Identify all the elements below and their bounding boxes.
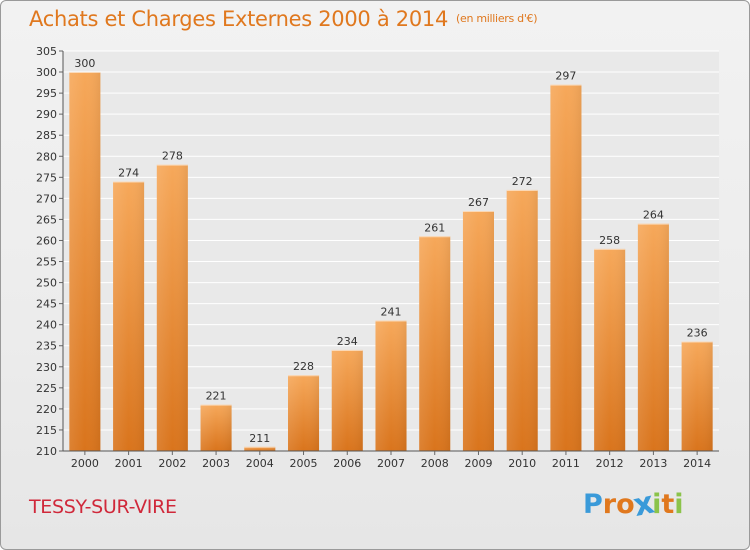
y-tick-label: 210	[36, 445, 57, 458]
bar-sheen	[156, 164, 188, 451]
x-tick-label: 2000	[71, 457, 99, 470]
x-axis: 2000 2001 2002 2003 2004 2005 2006 2007 2008 2009…	[63, 450, 719, 470]
bar-sheen	[594, 248, 626, 451]
y-tick-label: 290	[36, 108, 57, 121]
bar-sheen	[331, 349, 363, 451]
y-tick-label: 240	[36, 319, 57, 332]
chart-title: Achats et Charges Externes 2000 à 2014 (e…	[29, 7, 538, 31]
y-tick-label: 265	[36, 213, 57, 226]
y-tick-label: 300	[36, 66, 57, 79]
y-tick-label: 225	[36, 382, 57, 395]
bar-value-label: 297	[555, 70, 576, 83]
bar-sheen	[681, 341, 713, 451]
bar-sheen	[200, 404, 232, 451]
logo-letter: i	[674, 489, 684, 520]
bar-value-label: 221	[206, 390, 227, 403]
bar-sheen	[637, 223, 669, 451]
x-tick-label: 2010	[508, 457, 536, 470]
x-tick-label: 2011	[552, 457, 580, 470]
bar-sheen	[244, 446, 276, 451]
y-tick-label: 260	[36, 234, 57, 247]
bar-sheen	[462, 211, 494, 451]
bar-value-label: 261	[424, 221, 445, 234]
y-tick-label: 255	[36, 256, 57, 269]
y-tick-label: 275	[36, 171, 57, 184]
x-tick-label: 2002	[158, 457, 186, 470]
bar-sheen	[419, 236, 451, 451]
bar-value-label: 234	[337, 335, 358, 348]
y-tick-label: 250	[36, 277, 57, 290]
bar-value-label: 278	[162, 150, 183, 163]
x-tick-label: 2012	[596, 457, 624, 470]
bar-value-label: 258	[599, 234, 620, 247]
y-tick-label: 280	[36, 150, 57, 163]
bar-sheen	[550, 84, 582, 452]
logo-letter: o	[616, 489, 635, 520]
y-tick-label: 270	[36, 192, 57, 205]
chart-title-text: Achats et Charges Externes 2000 à 2014	[29, 7, 449, 31]
x-tick-label: 2008	[421, 457, 449, 470]
bar-value-label: 228	[293, 360, 314, 373]
y-tick-label: 285	[36, 129, 57, 142]
y-tick-label: 305	[36, 45, 57, 58]
bar-value-label: 241	[381, 305, 402, 318]
logo-letter: r	[602, 489, 617, 520]
bar-value-label: 300	[74, 57, 95, 70]
logo-letter: P	[583, 489, 603, 520]
y-tick-label: 245	[36, 298, 57, 311]
logo-letter: t	[661, 489, 675, 520]
y-tick-label: 220	[36, 403, 57, 416]
commune-name: TESSY-SUR-VIRE	[29, 496, 177, 518]
x-tick-label: 2005	[290, 457, 318, 470]
y-tick-label: 215	[36, 424, 57, 437]
bar-value-label: 267	[468, 196, 489, 209]
x-tick-label: 2001	[115, 457, 143, 470]
y-tick-label: 230	[36, 361, 57, 374]
y-axis: 210 215 220 225 230 235 240 245 250 255 260 265 270 2…	[36, 45, 64, 458]
x-tick-label: 2007	[377, 457, 405, 470]
bar-sheen	[375, 320, 407, 451]
bar-value-label: 272	[512, 175, 533, 188]
y-tick-label: 295	[36, 87, 57, 100]
x-tick-label: 2009	[464, 457, 492, 470]
bar-value-label: 274	[118, 167, 139, 180]
x-tick-label: 2003	[202, 457, 230, 470]
y-tick-label: 235	[36, 340, 57, 353]
bar-value-label: 264	[643, 209, 664, 222]
bar-value-label: 236	[687, 327, 708, 340]
bar-sheen	[506, 189, 538, 451]
bars: 300 274 278 221 211 228 234 241 261 267 272 297 258 2…	[69, 57, 713, 452]
chart-subtitle: (en milliers d'€)	[456, 12, 538, 25]
x-tick-label: 2013	[639, 457, 667, 470]
x-tick-label: 2004	[246, 457, 274, 470]
bar-sheen	[113, 181, 145, 452]
logo-letter: i	[652, 489, 662, 520]
x-tick-label: 2014	[683, 457, 711, 470]
bar-sheen	[69, 72, 101, 451]
bar-sheen	[288, 375, 320, 451]
bar-value-label: 211	[249, 432, 270, 445]
x-tick-label: 2006	[333, 457, 361, 470]
proxiti-logo[interactable]: Proxiti	[583, 485, 684, 524]
